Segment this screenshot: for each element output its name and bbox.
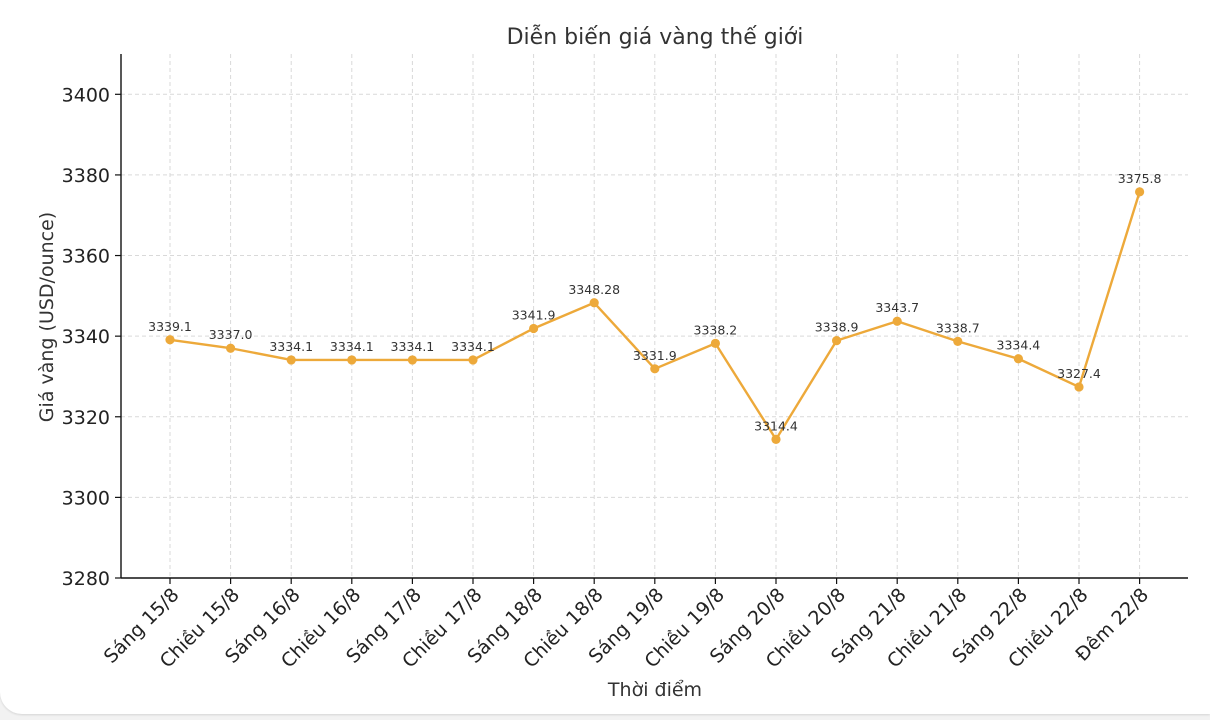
labels-layer: 3339.1 3337.0 3334.1 3334.1 3334.1 3334.1 3341… <box>148 171 1161 433</box>
data-point <box>468 355 478 365</box>
grid-layer <box>121 54 1188 578</box>
data-label: 3337.0 <box>209 327 253 342</box>
data-point <box>1135 187 1145 197</box>
data-label: 3314.4 <box>754 418 798 433</box>
data-label: 3338.9 <box>815 320 859 335</box>
y-tick-label: 3300 <box>62 487 110 509</box>
data-label: 3334.1 <box>451 339 495 354</box>
data-point <box>1074 382 1084 392</box>
data-point <box>953 336 963 346</box>
data-label: 3375.8 <box>1118 171 1162 186</box>
data-point <box>892 316 902 326</box>
data-label: 3334.1 <box>391 339 435 354</box>
y-tick-label: 3320 <box>62 407 110 429</box>
y-tick-label: 3340 <box>62 326 110 348</box>
data-label: 3327.4 <box>1057 366 1101 381</box>
series-layer <box>165 187 1145 444</box>
data-label: 3341.9 <box>512 307 556 322</box>
y-tick-label: 3360 <box>62 246 110 268</box>
data-point <box>226 343 236 353</box>
data-label: 3334.1 <box>330 339 374 354</box>
data-point <box>710 338 721 349</box>
data-point <box>832 335 842 346</box>
data-label: 3338.2 <box>694 322 738 337</box>
data-label: 3339.1 <box>148 319 192 334</box>
data-label: 3338.7 <box>936 320 980 335</box>
data-point <box>407 355 417 365</box>
data-point <box>771 434 781 444</box>
y-tick-label: 3280 <box>62 568 110 590</box>
data-point <box>286 355 296 365</box>
data-label: 3348.28 <box>568 282 620 297</box>
chart-title: Diễn biến giá vàng thế giới <box>507 24 804 50</box>
data-point <box>529 323 539 334</box>
y-tick-label: 3400 <box>62 84 110 106</box>
data-point <box>589 298 599 308</box>
data-label: 3343.7 <box>875 300 919 315</box>
y-tick-label: 3380 <box>62 165 110 187</box>
data-label: 3331.9 <box>633 348 677 363</box>
data-point <box>650 364 660 374</box>
data-point <box>165 335 175 345</box>
data-label: 3334.1 <box>269 339 313 354</box>
y-axis-label: Giá vàng (USD/ounce) <box>36 212 58 422</box>
data-point <box>347 355 357 365</box>
x-axis-label: Thời điểm <box>607 679 702 701</box>
data-label: 3334.4 <box>997 338 1041 353</box>
data-point <box>1013 354 1024 364</box>
